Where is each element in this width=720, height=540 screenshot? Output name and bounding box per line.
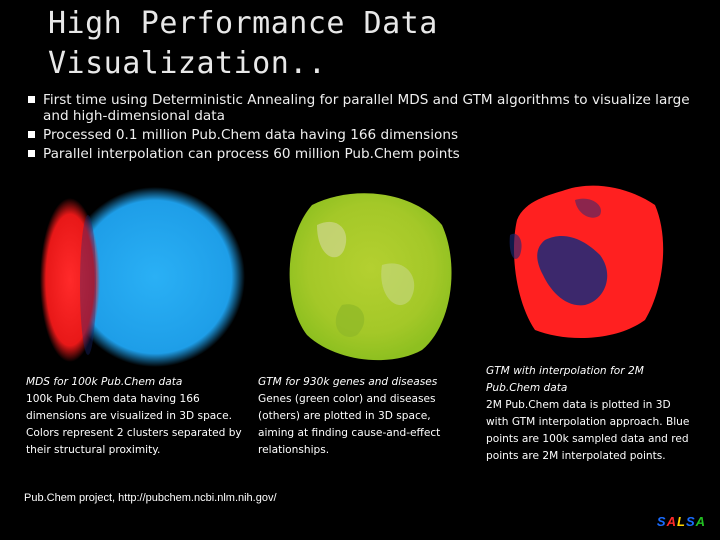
bullet-item: Processed 0.1 million Pub.Chem data havi… bbox=[28, 127, 708, 143]
logo-letter: S bbox=[685, 514, 696, 529]
gtm-genes-visualization-image bbox=[282, 185, 457, 365]
mds-visualization-image bbox=[30, 185, 245, 370]
logo-letter: L bbox=[676, 514, 686, 529]
logo-letter: S bbox=[656, 514, 667, 529]
bullet-item: First time using Deterministic Annealing… bbox=[28, 92, 708, 124]
blue-sampled-shape bbox=[537, 235, 608, 306]
gtm-interpolation-visualization-image bbox=[505, 180, 670, 345]
bullet-square-icon bbox=[28, 96, 35, 103]
slide-title: High Performance Data Visualization.. bbox=[48, 4, 438, 84]
bullet-text: Processed 0.1 million Pub.Chem data havi… bbox=[43, 127, 459, 143]
footer-source: Pub.Chem project, http://pubchem.ncbi.nl… bbox=[24, 492, 277, 504]
logo-letter: A bbox=[695, 514, 706, 529]
mds-caption: MDS for 100k Pub.Chem data 100k Pub.Chem… bbox=[26, 374, 246, 459]
caption-title: GTM with interpolation for 2M Pub.Chem d… bbox=[486, 365, 644, 394]
salsa-logo: SALSA bbox=[657, 514, 706, 529]
caption-body: 2M Pub.Chem data is plotted in 3D with G… bbox=[486, 399, 690, 462]
logo-letter: A bbox=[666, 514, 677, 529]
green-cluster-shape bbox=[289, 193, 452, 361]
bullet-text: Parallel interpolation can process 60 mi… bbox=[43, 146, 460, 162]
bullet-square-icon bbox=[28, 150, 35, 157]
bullet-list: First time using Deterministic Annealing… bbox=[28, 92, 708, 165]
bullet-item: Parallel interpolation can process 60 mi… bbox=[28, 146, 708, 162]
red-cluster-shape bbox=[40, 198, 100, 362]
bullet-text: First time using Deterministic Annealing… bbox=[43, 92, 690, 124]
caption-body: 100k Pub.Chem data having 166 dimensions… bbox=[26, 393, 242, 456]
gtm-genes-caption: GTM for 930k genes and diseases Genes (g… bbox=[258, 374, 458, 459]
title-line-2: Visualization.. bbox=[48, 46, 327, 81]
bullet-square-icon bbox=[28, 131, 35, 138]
title-line-1: High Performance Data bbox=[48, 6, 438, 41]
caption-title: MDS for 100k Pub.Chem data bbox=[26, 376, 183, 388]
blue-cluster-shape bbox=[65, 187, 245, 367]
caption-title: GTM for 930k genes and diseases bbox=[258, 376, 438, 388]
gtm-interpolation-caption: GTM with interpolation for 2M Pub.Chem d… bbox=[486, 363, 694, 465]
caption-body: Genes (green color) and diseases (others… bbox=[258, 393, 441, 456]
